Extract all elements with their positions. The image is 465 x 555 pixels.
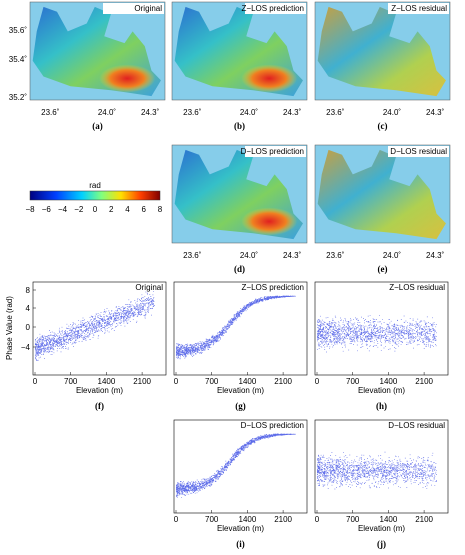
map-title: D−LOS prediction xyxy=(241,147,304,156)
x-axis-label: Elevation (m) xyxy=(358,524,405,533)
caption: (c) xyxy=(378,121,388,131)
scatter-points xyxy=(35,291,155,361)
map-x-tick-label: 24.3˚ xyxy=(426,108,445,117)
plot-title: D−LOS residual xyxy=(388,421,445,430)
map-x-tick-label: 23.6˚ xyxy=(41,108,60,117)
x-tick-label: 1400 xyxy=(98,377,116,386)
x-axis-label: Elevation (m) xyxy=(217,386,264,395)
scatter-points xyxy=(317,314,437,353)
colorbar-tick-label: 6 xyxy=(142,205,147,214)
caption: (j) xyxy=(377,539,386,549)
map-x-tick-label: 24.3˚ xyxy=(426,251,445,260)
colorbar-tick-label: −4 xyxy=(58,205,68,214)
x-tick-label: 1400 xyxy=(239,515,257,524)
map-x-tick-label: 24.3˚ xyxy=(283,251,302,260)
scatter-points xyxy=(176,433,296,499)
x-tick-label: 0 xyxy=(315,377,320,386)
plot-frame xyxy=(314,281,449,376)
map-title: Original xyxy=(134,4,162,13)
map-x-tick-label: 23.6˚ xyxy=(326,251,345,260)
x-tick-label: 2100 xyxy=(274,377,292,386)
map-x-tick-label: 23.6˚ xyxy=(183,251,202,260)
y-tick-label: 4 xyxy=(26,304,31,313)
map-y-tick-label: 35.4˚ xyxy=(9,55,28,64)
y-axis-label: Phase Value (rad) xyxy=(5,296,14,360)
colorbar-tick-label: −8 xyxy=(25,205,35,214)
colorbar xyxy=(29,190,161,201)
colorbar-tick-label: 8 xyxy=(158,205,163,214)
map-y-tick-label: 35.2˚ xyxy=(9,93,28,102)
x-tick-label: 1400 xyxy=(380,377,398,386)
colorbar-tick-label: 0 xyxy=(93,205,98,214)
caption: (e) xyxy=(378,264,388,274)
x-tick-label: 2100 xyxy=(133,377,151,386)
map-x-tick-label: 23.6˚ xyxy=(326,108,345,117)
title-box xyxy=(388,3,449,14)
y-tick-label: 0 xyxy=(26,323,31,332)
caption: (d) xyxy=(234,264,245,274)
title-box xyxy=(245,3,306,14)
caption: (f) xyxy=(95,401,104,411)
scatter-points xyxy=(317,451,437,490)
colorbar-tick-label: 4 xyxy=(125,205,130,214)
plot-title: Original xyxy=(135,283,163,292)
map-anomaly xyxy=(241,64,298,93)
colorbar-tick-label: −2 xyxy=(74,205,84,214)
map-land xyxy=(317,6,446,97)
map-title: D−LOS residual xyxy=(390,147,447,156)
caption: (b) xyxy=(234,121,245,131)
caption: (i) xyxy=(236,539,245,549)
y-tick-label: 8 xyxy=(26,286,31,295)
title-box xyxy=(245,146,306,157)
map-title: Z−LOS residual xyxy=(391,4,447,13)
x-tick-label: 1400 xyxy=(239,377,257,386)
x-tick-label: 700 xyxy=(64,377,78,386)
x-tick-label: 0 xyxy=(174,515,179,524)
colorbar-label: rad xyxy=(89,181,101,190)
colorbar-tick-label: −6 xyxy=(42,205,52,214)
map-land xyxy=(317,149,446,240)
caption: (h) xyxy=(376,401,387,411)
scatter-points xyxy=(176,295,296,360)
x-tick-label: 700 xyxy=(205,515,219,524)
x-tick-label: 1400 xyxy=(380,515,398,524)
x-tick-label: 2100 xyxy=(415,377,433,386)
x-tick-label: 0 xyxy=(174,377,179,386)
colorbar-tick-label: 2 xyxy=(109,205,114,214)
plot-title: D−LOS prediction xyxy=(241,421,304,430)
map-x-tick-label: 24.0˚ xyxy=(383,108,402,117)
title-box xyxy=(388,146,449,157)
map-x-tick-label: 24.3˚ xyxy=(283,108,302,117)
y-tick-label: −4 xyxy=(21,343,31,352)
x-tick-label: 0 xyxy=(315,515,320,524)
x-tick-label: 0 xyxy=(33,377,38,386)
map-x-tick-label: 24.0˚ xyxy=(383,251,402,260)
x-tick-label: 700 xyxy=(346,377,360,386)
map-anomaly xyxy=(241,207,298,236)
caption: (a) xyxy=(92,121,103,131)
plot-frame xyxy=(173,281,308,376)
x-axis-label: Elevation (m) xyxy=(217,524,264,533)
plot-frame xyxy=(173,419,308,514)
map-title: Z−LOS prediction xyxy=(242,4,304,13)
map-x-tick-label: 24.0˚ xyxy=(240,108,259,117)
title-box xyxy=(103,3,164,14)
x-tick-label: 2100 xyxy=(274,515,292,524)
map-x-tick-label: 23.6˚ xyxy=(183,108,202,117)
map-x-tick-label: 24.0˚ xyxy=(98,108,117,117)
x-tick-label: 700 xyxy=(346,515,360,524)
plot-title: Z−LOS prediction xyxy=(242,283,304,292)
x-axis-label: Elevation (m) xyxy=(358,386,405,395)
x-tick-label: 700 xyxy=(205,377,219,386)
map-x-tick-label: 24.0˚ xyxy=(240,251,259,260)
plot-frame xyxy=(32,281,167,376)
plot-title: Z−LOS residual xyxy=(389,283,445,292)
map-x-tick-label: 24.3˚ xyxy=(141,108,160,117)
x-axis-label: Elevation (m) xyxy=(76,386,123,395)
x-tick-label: 2100 xyxy=(415,515,433,524)
map-y-tick-label: 35.6˚ xyxy=(9,26,28,35)
caption: (g) xyxy=(235,401,246,411)
map-anomaly xyxy=(99,64,156,93)
